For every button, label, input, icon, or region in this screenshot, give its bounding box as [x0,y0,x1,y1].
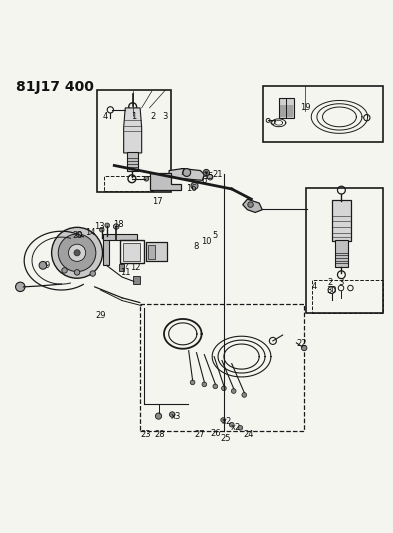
Circle shape [51,228,103,278]
Circle shape [191,182,198,189]
Text: 6: 6 [202,176,207,185]
Text: 15: 15 [203,172,213,181]
Bar [145,242,167,261]
Text: 20: 20 [72,231,83,240]
Circle shape [213,384,218,389]
Circle shape [203,169,209,176]
Bar [103,235,137,240]
Circle shape [16,282,25,292]
Text: 27: 27 [194,430,205,439]
Circle shape [105,223,110,228]
Circle shape [155,413,162,419]
Circle shape [99,228,104,232]
Bar [148,245,155,259]
Bar [332,200,351,241]
Text: 12: 12 [130,263,141,272]
Text: 4: 4 [311,281,317,290]
Bar [127,152,138,171]
Bar [119,264,124,271]
Circle shape [68,244,86,261]
Text: 3: 3 [162,112,168,121]
Text: 16: 16 [187,184,197,193]
Text: 1: 1 [131,112,136,121]
Circle shape [190,380,195,385]
Bar [279,98,294,118]
Circle shape [74,249,80,256]
Circle shape [144,176,149,181]
Text: 28: 28 [154,430,165,439]
Circle shape [242,393,247,397]
Circle shape [208,174,213,180]
Circle shape [248,202,253,207]
Polygon shape [149,173,181,190]
Circle shape [74,270,80,275]
Text: x2: x2 [231,423,241,432]
Circle shape [76,232,82,237]
Bar [123,243,140,261]
Polygon shape [169,168,204,180]
Text: 2: 2 [151,112,156,121]
Text: 9: 9 [44,261,50,270]
Text: 3: 3 [338,278,343,287]
Text: 11: 11 [120,268,130,277]
Text: 4: 4 [103,112,108,121]
Circle shape [222,386,226,391]
Circle shape [202,382,207,387]
Text: 8: 8 [194,241,199,251]
Circle shape [205,171,208,174]
Text: 17: 17 [152,197,163,206]
Text: 19: 19 [300,103,310,112]
Bar [103,238,109,264]
Bar [133,276,140,284]
Text: 81J17 400: 81J17 400 [17,80,94,94]
Circle shape [114,224,119,229]
Polygon shape [243,199,262,213]
Text: 21: 21 [212,170,222,179]
Bar [335,240,348,266]
Text: 14: 14 [86,228,96,237]
Circle shape [62,268,67,273]
Text: 23: 23 [140,430,151,439]
Circle shape [238,425,243,430]
Text: 26: 26 [210,429,220,438]
Circle shape [301,345,307,351]
Text: x3: x3 [171,411,181,421]
Text: 5: 5 [213,231,218,240]
Text: x2: x2 [222,417,232,426]
Text: 13: 13 [94,222,105,231]
Text: 10: 10 [201,237,211,246]
Polygon shape [124,108,141,153]
Circle shape [169,412,175,417]
Text: 2: 2 [327,278,332,287]
Circle shape [231,389,236,393]
Circle shape [183,168,191,176]
Text: 25: 25 [220,434,231,443]
Circle shape [90,271,95,276]
Circle shape [221,418,226,422]
Text: 24: 24 [243,430,254,439]
Bar [120,240,143,263]
Circle shape [39,261,47,269]
Text: 22: 22 [296,339,307,348]
Text: 29: 29 [95,311,106,320]
Text: 30: 30 [326,286,337,295]
Circle shape [230,422,234,427]
Text: 7: 7 [179,168,184,177]
Text: 18: 18 [113,220,123,229]
Circle shape [58,234,96,272]
